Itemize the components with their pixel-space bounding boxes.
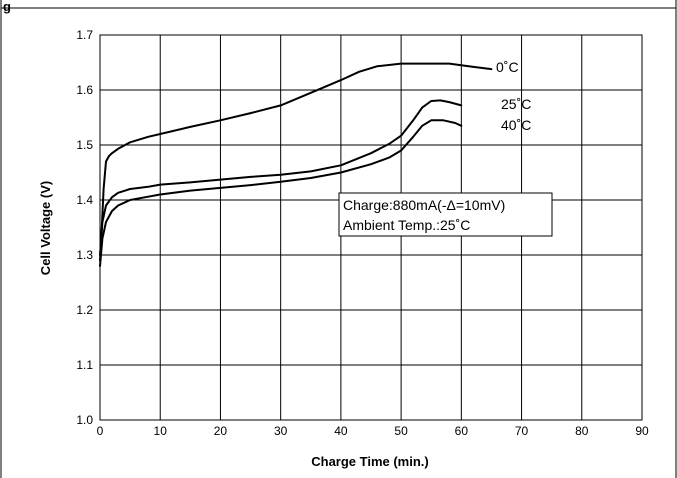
x-tick-labels: 0 10 20 30 40 50 60 70 80 90 [97,424,649,438]
y-axis-title: Cell Voltage (V) [38,181,53,275]
y-tick-labels: 1.0 1.1 1.2 1.3 1.4 1.5 1.6 1.7 [76,28,93,427]
x-tick-label: 70 [515,424,529,438]
x-tick-label: 40 [334,424,348,438]
y-tick-label: 1.0 [76,413,93,427]
plot-frame [99,34,643,421]
series-line-2 [99,119,463,267]
series-label-40c: 40˚C [501,117,531,133]
x-tick-label: 10 [154,424,168,438]
annotation-line-2: Ambient Temp.:25˚C [343,217,470,233]
x-tick-label: 50 [394,424,408,438]
y-tick-label: 1.7 [76,28,93,42]
series-curves [99,62,493,267]
series-line-0 [99,62,493,262]
x-axis-title: Charge Time (min.) [311,454,429,469]
series-line-1 [99,99,463,256]
header-text: g [3,0,11,14]
x-tick-label: 60 [455,424,469,438]
series-label-25c: 25˚C [501,96,531,112]
y-tick-label: 1.6 [76,83,93,97]
x-tick-label: 90 [635,424,649,438]
series-label-0c: 0˚C [496,59,519,75]
y-tick-label: 1.4 [76,193,93,207]
x-tick-label: 30 [274,424,288,438]
y-tick-label: 1.1 [76,358,93,372]
annotation-box: Charge:880mA(-Δ=10mV) Ambient Temp.:25˚C [338,192,553,237]
y-tick-label: 1.3 [76,248,93,262]
y-tick-label: 1.2 [76,303,93,317]
annotation-line-1: Charge:880mA(-Δ=10mV) [343,197,505,213]
x-tick-label: 20 [214,424,228,438]
annotation-frame [338,192,553,237]
x-tick-label: 0 [97,424,104,438]
y-tick-label: 1.5 [76,138,93,152]
x-tick-label: 80 [575,424,589,438]
